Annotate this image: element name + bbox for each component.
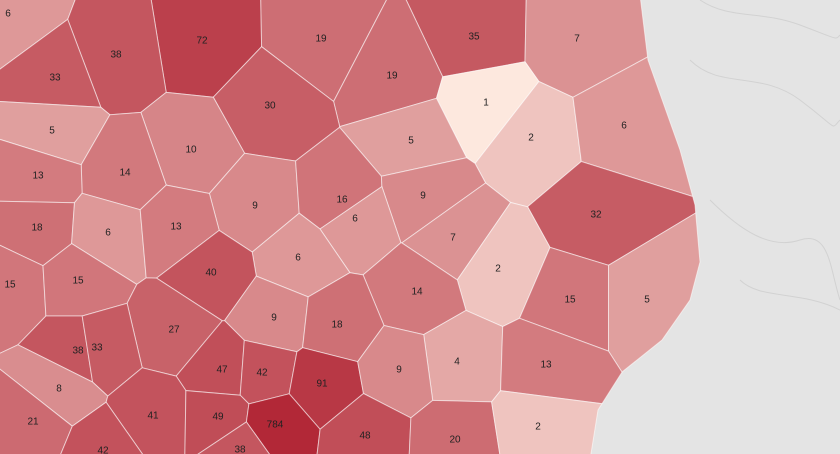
region-label: 19: [386, 71, 398, 82]
region-label: 40: [205, 268, 217, 279]
region-label: 19: [315, 34, 327, 45]
region-label: 9: [396, 365, 402, 376]
region-label: 6: [105, 228, 111, 239]
regions: [0, 0, 701, 454]
region-label: 38: [234, 445, 246, 454]
region-label: 6: [352, 214, 358, 225]
roads: [689, 0, 840, 311]
region-label: 33: [49, 73, 61, 84]
region-label: 14: [411, 287, 423, 298]
region-label: 6: [5, 9, 11, 20]
region-label: 8: [56, 384, 62, 395]
region-label: 4: [454, 357, 460, 368]
region-label: 42: [256, 368, 268, 379]
region-label: 6: [621, 121, 627, 132]
region-label: 9: [420, 191, 426, 202]
region-label: 49: [212, 412, 224, 423]
region-label: 38: [72, 346, 84, 357]
region[interactable]: [491, 390, 603, 454]
region-label: 14: [119, 168, 131, 179]
region-label: 16: [336, 195, 348, 206]
region-label: 784: [267, 420, 284, 431]
road: [699, 0, 840, 39]
region-label: 15: [564, 295, 576, 306]
region-label: 20: [449, 435, 461, 446]
region-label: 18: [331, 320, 343, 331]
region-label: 6: [295, 253, 301, 264]
region-label: 48: [359, 431, 371, 442]
region-label: 91: [316, 379, 328, 390]
road: [739, 279, 840, 311]
region-label: 15: [4, 280, 16, 291]
region-label: 47: [216, 365, 228, 376]
region-label: 13: [170, 222, 182, 233]
region-label: 2: [528, 133, 534, 144]
region-label: 13: [540, 360, 552, 371]
region[interactable]: [58, 401, 146, 454]
region-label: 35: [468, 32, 480, 43]
region-label: 30: [264, 101, 276, 112]
region-label: 38: [110, 50, 122, 61]
region-label: 10: [185, 145, 197, 156]
region-label: 15: [72, 276, 84, 287]
road: [689, 59, 840, 127]
region-label: 13: [32, 171, 44, 182]
region-label: 5: [644, 295, 650, 306]
region[interactable]: [408, 399, 501, 454]
region-label: 2: [495, 264, 501, 275]
region-label: 5: [408, 136, 414, 147]
region-label: 7: [574, 34, 580, 45]
region-label: 18: [31, 223, 43, 234]
road: [709, 199, 840, 301]
region-label: 7: [450, 233, 456, 244]
region-label: 32: [590, 210, 602, 221]
region-label: 9: [271, 313, 277, 324]
region-label: 2: [535, 422, 541, 433]
region-label: 72: [196, 36, 208, 47]
region-label: 21: [27, 417, 39, 428]
region-label: 9: [252, 201, 258, 212]
region-label: 42: [97, 446, 109, 454]
region-label: 5: [49, 126, 55, 137]
region[interactable]: [189, 421, 273, 454]
region-label: 41: [147, 411, 159, 422]
region-label: 1: [483, 98, 489, 109]
region-label: 27: [168, 325, 180, 336]
region-label: 33: [91, 343, 103, 354]
